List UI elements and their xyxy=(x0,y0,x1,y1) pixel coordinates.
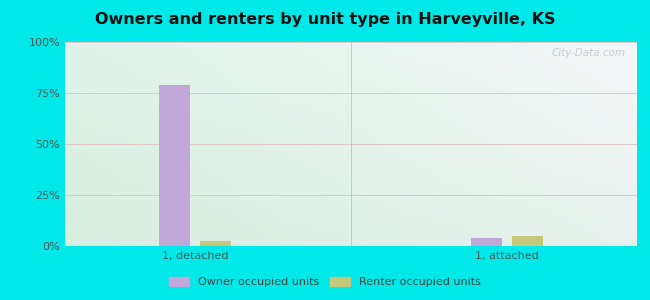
Text: Owners and renters by unit type in Harveyville, KS: Owners and renters by unit type in Harve… xyxy=(95,12,555,27)
Bar xyxy=(159,85,190,246)
Bar xyxy=(471,238,502,246)
Legend: Owner occupied units, Renter occupied units: Owner occupied units, Renter occupied un… xyxy=(164,272,486,291)
Bar xyxy=(512,236,543,246)
Bar xyxy=(200,241,231,246)
Text: City-Data.com: City-Data.com xyxy=(551,48,625,58)
